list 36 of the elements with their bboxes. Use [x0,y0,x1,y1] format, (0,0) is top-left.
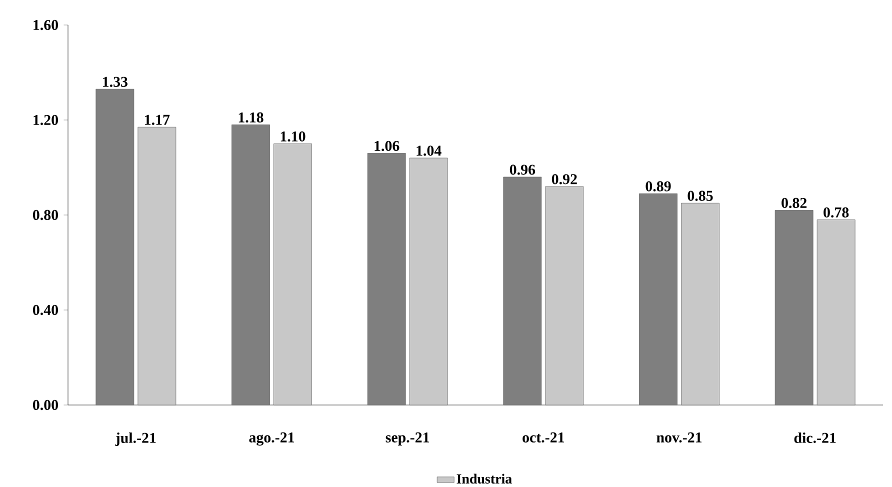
data-label: 0.85 [688,190,713,201]
y-tick-label: 0.80 [32,210,58,220]
data-label: 0.92 [552,174,577,184]
data-label: 1.04 [416,146,442,156]
data-label: 1.17 [145,114,170,125]
data-label: 1.18 [238,112,264,123]
bar [816,220,856,406]
x-tick-label: ago.-21 [249,432,294,446]
bar [138,126,176,406]
data-label: 0.78 [824,207,849,218]
bar [503,176,542,406]
x-tick-label: oct.-21 [522,432,564,443]
bar [639,193,678,406]
y-tick-label: 0.40 [32,304,58,316]
legend-label: Industria [456,474,512,484]
bar [545,186,584,406]
bar [409,158,448,406]
x-tick-label: jul.-21 [115,432,156,446]
bar [367,153,406,406]
data-label: 1.10 [280,131,306,142]
data-label: 0.82 [782,198,807,208]
bar [96,88,134,406]
bar [274,144,312,406]
y-tick-label: 1.20 [34,114,58,126]
data-label: 0.89 [646,181,671,192]
data-label: 0.96 [510,164,536,175]
x-tick-label: nov.-21 [656,432,702,443]
y-tick-label: 0.00 [32,400,58,410]
x-tick-label: sep.-21 [386,432,430,446]
x-tick-label: dic.-21 [794,432,836,444]
bar [774,210,814,406]
data-label: 1.33 [103,76,128,87]
y-tick-label: 1.60 [34,20,58,30]
bar [681,202,720,406]
bar [232,124,270,406]
data-label: 1.06 [374,140,400,152]
